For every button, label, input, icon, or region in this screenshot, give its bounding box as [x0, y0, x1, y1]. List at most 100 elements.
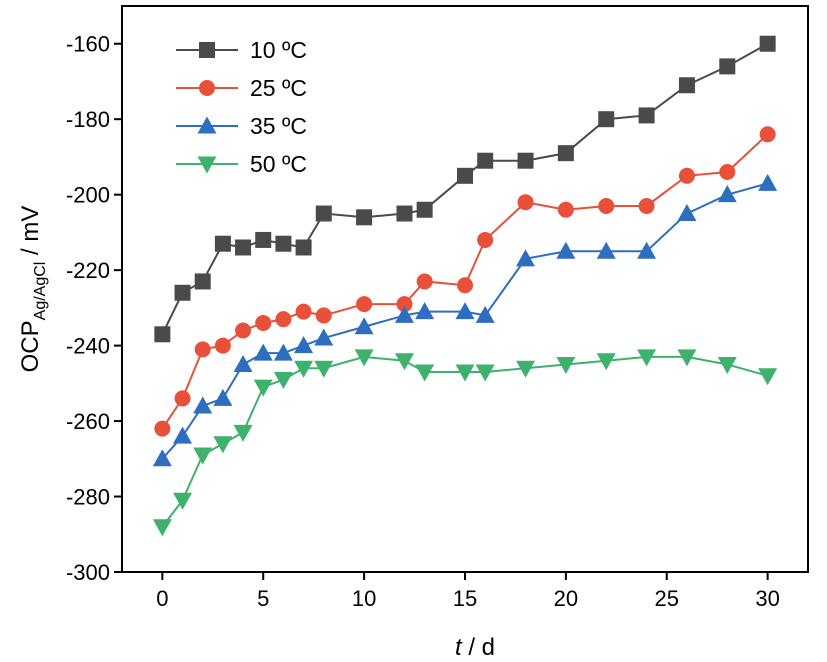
legend: 10 ºC 25 ºC 35 ºC 50 ºC [176, 37, 307, 177]
series-4-point-0 [152, 519, 172, 537]
series-1-point-7 [295, 239, 312, 256]
series-4-point-14 [516, 360, 536, 378]
series-3-point-2 [193, 396, 213, 414]
series-4-point-9 [354, 349, 374, 367]
series-1-point-1 [174, 284, 191, 301]
series-2 [154, 126, 776, 437]
series-2-point-4 [235, 322, 252, 339]
series-2-point-3 [214, 337, 231, 354]
legend-label-2: 25 ºC [250, 75, 307, 101]
series-3-point-5 [253, 343, 273, 361]
y-tick-label--300: -300 [66, 560, 110, 585]
series-1-point-10 [396, 205, 413, 222]
series-2-point-15 [557, 201, 574, 218]
x-axis-label: t / d [455, 634, 495, 661]
series-1 [154, 35, 776, 343]
legend-item-4: 50 ºC [176, 151, 307, 177]
series-4-point-19 [717, 356, 737, 374]
y-tick-label--180: -180 [66, 107, 110, 132]
series-2-point-8 [315, 307, 332, 324]
legend-item-2: 25 ºC [176, 75, 307, 101]
series-2-point-17 [638, 197, 655, 214]
series-3-point-4 [233, 354, 253, 372]
series-2-point-20 [759, 126, 776, 143]
legend-label-1: 10 ºC [250, 37, 307, 63]
series-4-point-16 [596, 353, 616, 371]
series-1-point-14 [517, 152, 534, 169]
series-4-point-7 [294, 360, 314, 378]
x-tick-label-20: 20 [554, 586, 578, 611]
series-1-point-6 [275, 235, 292, 252]
series-3-point-10 [394, 305, 414, 323]
x-tick-label-5: 5 [257, 586, 269, 611]
series-4-point-8 [314, 360, 334, 378]
series-4-point-4 [233, 424, 253, 442]
axis-ticks: 0 5 10 15 20 25 30 -300 -280 -260 -240 -220 -200 -180… [66, 32, 780, 611]
series-2-point-5 [255, 314, 272, 331]
series-1-point-4 [235, 239, 252, 256]
series-4-point-6 [273, 372, 293, 390]
series-1-point-16 [598, 111, 615, 128]
series-3-point-3 [213, 388, 233, 406]
series-1-point-17 [638, 107, 655, 124]
y-tick-label--160: -160 [66, 32, 110, 57]
series-3-point-15 [556, 241, 576, 259]
series-2-point-18 [678, 167, 695, 184]
series-3-point-14 [516, 249, 536, 267]
series-1-point-8 [315, 205, 332, 222]
series-4-point-17 [637, 349, 657, 367]
legend-marker-2 [199, 80, 215, 96]
series-2-point-16 [598, 197, 615, 214]
series-1-point-19 [719, 58, 736, 75]
x-tick-label-0: 0 [156, 586, 168, 611]
series-3-point-19 [717, 185, 737, 203]
series-3-point-13 [475, 305, 495, 323]
series-layer [152, 35, 778, 537]
series-3-point-11 [415, 302, 435, 320]
series-1-point-20 [759, 35, 776, 52]
series-4-point-2 [193, 447, 213, 465]
series-2-point-9 [356, 296, 373, 313]
series-1-point-15 [557, 145, 574, 162]
series-3-point-6 [273, 343, 293, 361]
series-2-point-0 [154, 420, 171, 437]
series-4-line [161, 355, 768, 528]
series-3-point-20 [758, 173, 778, 191]
series-1-point-2 [194, 273, 211, 290]
legend-label-4: 50 ºC [250, 151, 307, 177]
series-4 [152, 349, 778, 537]
series-1-point-0 [154, 326, 171, 343]
y-tick-label--220: -220 [66, 258, 110, 283]
x-tick-label-30: 30 [755, 586, 779, 611]
series-4-point-11 [415, 364, 435, 382]
y-tick-label--240: -240 [66, 334, 110, 359]
series-1-point-18 [678, 77, 695, 94]
legend-marker-4 [197, 156, 217, 174]
series-2-point-1 [174, 390, 191, 407]
series-2-point-6 [275, 311, 292, 328]
y-tick-label--280: -280 [66, 485, 110, 510]
series-3-point-17 [637, 241, 657, 259]
legend-marker-1 [199, 42, 215, 58]
series-2-point-10 [396, 296, 413, 313]
series-4-point-20 [758, 368, 778, 386]
series-1-point-3 [214, 235, 231, 252]
legend-label-3: 35 ºC [250, 113, 307, 139]
series-4-point-5 [253, 379, 273, 397]
x-tick-label-10: 10 [352, 586, 376, 611]
series-1-point-12 [457, 167, 473, 184]
series-4-point-1 [173, 492, 193, 510]
series-2-point-13 [477, 231, 494, 248]
series-3-line [161, 182, 768, 460]
x-tick-label-15: 15 [453, 586, 477, 611]
series-3-point-0 [152, 449, 172, 467]
y-axis-label-main: OCP [17, 320, 44, 372]
series-3-point-1 [173, 426, 193, 444]
y-axis-label-sub: Ag/AgCl [32, 262, 49, 321]
x-axis-label-italic: t [455, 634, 463, 661]
series-3-point-9 [354, 317, 374, 335]
series-3-point-16 [596, 241, 616, 259]
y-axis-label: OCPAg/AgCl / mV [17, 206, 49, 373]
series-3-point-18 [677, 204, 697, 222]
